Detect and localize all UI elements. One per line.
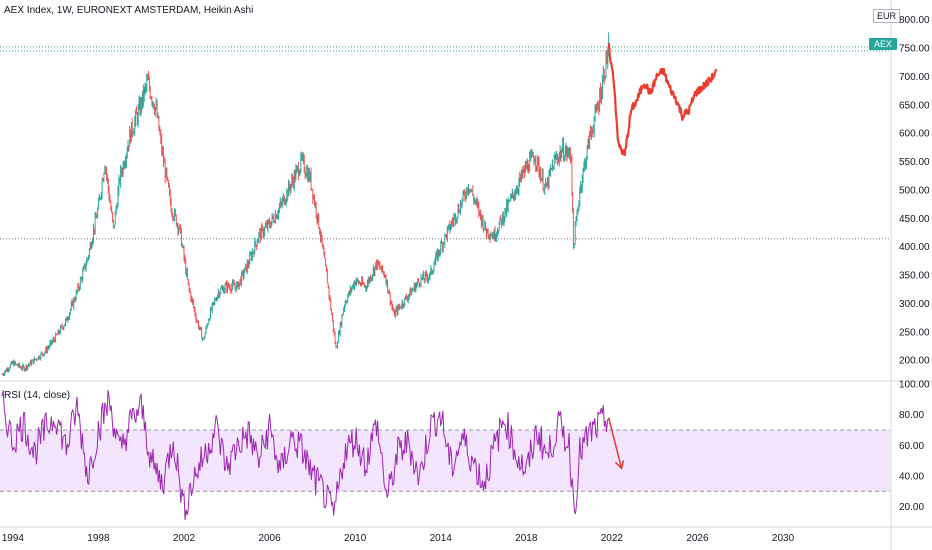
rsi-arrow-head bbox=[614, 460, 625, 470]
price-tick-label: 750.00 bbox=[899, 44, 930, 55]
price-tick-label: 500.00 bbox=[899, 185, 930, 196]
time-tick-label: 1998 bbox=[87, 533, 110, 544]
time-tick-label: 2002 bbox=[173, 533, 196, 544]
time-tick-label: 2006 bbox=[258, 533, 281, 544]
chart-title: AEX Index, 1W, EURONEXT AMSTERDAM, Heiki… bbox=[4, 5, 254, 16]
price-tick-label: 800.00 bbox=[899, 15, 930, 26]
currency-button[interactable]: EUR bbox=[873, 9, 901, 23]
time-tick-label: 2014 bbox=[430, 533, 453, 544]
rsi-arrow-shaft bbox=[607, 417, 623, 469]
rsi-tick-label: 20.00 bbox=[899, 502, 924, 513]
projection-path bbox=[607, 42, 718, 157]
price-tick-label: 200.00 bbox=[899, 356, 930, 367]
time-tick-label: 2010 bbox=[344, 533, 367, 544]
price-tick-label: 400.00 bbox=[899, 242, 930, 253]
price-tick-label: 450.00 bbox=[899, 214, 930, 225]
price-tick-label: 600.00 bbox=[899, 129, 930, 140]
time-tick-label: 1994 bbox=[2, 533, 25, 544]
symbol-price-badge: AEX bbox=[869, 38, 898, 50]
price-tick-label: 300.00 bbox=[899, 299, 930, 310]
price-tick-label: 550.00 bbox=[899, 157, 930, 168]
rsi-tick-label: 100.00 bbox=[899, 380, 930, 391]
time-tick-label: 2030 bbox=[772, 533, 795, 544]
rsi-indicator-title: RSI (14, close) bbox=[4, 390, 71, 401]
price-tick-label: 350.00 bbox=[899, 271, 930, 282]
price-tick-label: 650.00 bbox=[899, 100, 930, 111]
time-tick-label: 2026 bbox=[686, 533, 709, 544]
price-tick-label: 250.00 bbox=[899, 327, 930, 338]
time-tick-label: 2018 bbox=[515, 533, 538, 544]
time-tick-label: 2022 bbox=[601, 533, 624, 544]
rsi-tick-label: 80.00 bbox=[899, 410, 924, 421]
rsi-tick-label: 60.00 bbox=[899, 441, 924, 452]
price-tick-label: 700.00 bbox=[899, 72, 930, 83]
rsi-line bbox=[1, 390, 609, 521]
rsi-tick-label: 40.00 bbox=[899, 471, 924, 482]
